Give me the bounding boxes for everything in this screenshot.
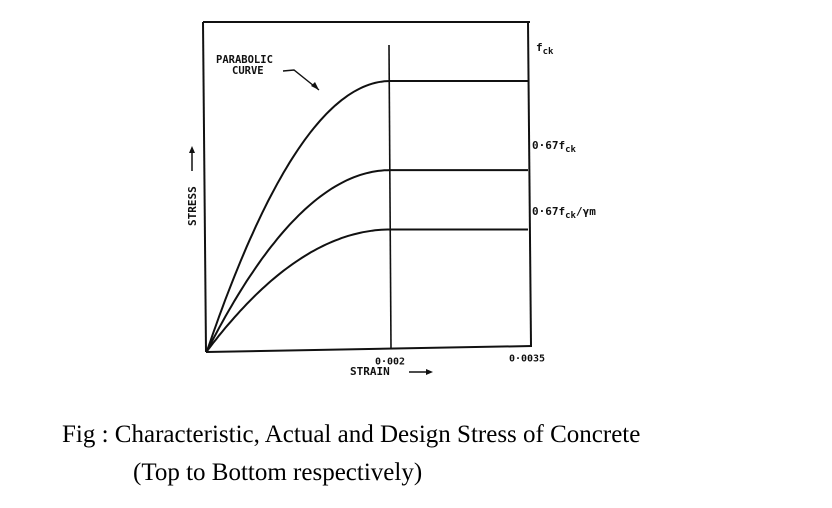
y-axis-arrowhead: [189, 146, 195, 153]
strain-0002-divider: [388, 44, 392, 350]
x-axis-label: STRAIN: [350, 365, 390, 378]
series-label-067fck-gamma-m: 0·67fck/γm: [532, 205, 596, 221]
annotation-leader: [282, 69, 320, 91]
curve-067fck: [206, 169, 528, 352]
annotation-arrowhead: [311, 82, 319, 90]
series-label-fck: fck: [536, 41, 554, 57]
y-axis-label: STRESS: [186, 186, 199, 226]
x-tick-label-0002: 0·002: [375, 356, 405, 367]
x-axis-arrowhead: [426, 369, 433, 375]
figure-caption-line-1: Fig : Characteristic, Actual and Design …: [62, 421, 641, 448]
x-axis: [205, 345, 533, 353]
x-tick-label-00035: 0·0035: [509, 353, 545, 364]
annotation-curve: CURVE: [232, 65, 264, 77]
stress-strain-chart: fck 0·67fck 0·67fck/γm PARABOLIC CURVE 0…: [186, 21, 596, 378]
curve-067fck-gamma-m: [206, 228, 528, 352]
frame-right: [527, 21, 532, 347]
annotation-parabolic: PARABOLIC: [216, 54, 273, 66]
figure-caption-line-2: (Top to Bottom respectively): [133, 459, 423, 486]
series-label-067fck: 0·67fck: [532, 139, 577, 155]
y-axis: [202, 21, 207, 353]
curve-fck: [206, 80, 528, 352]
